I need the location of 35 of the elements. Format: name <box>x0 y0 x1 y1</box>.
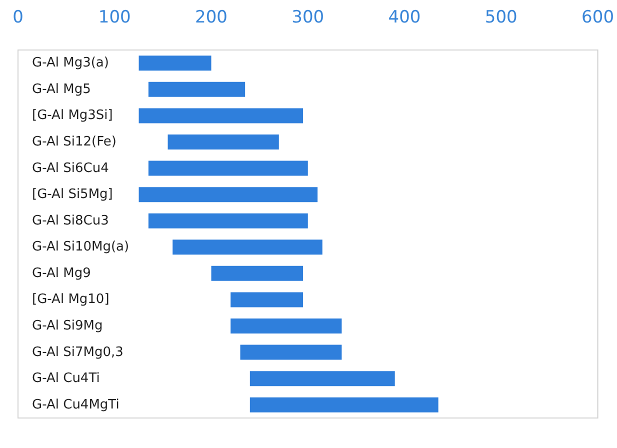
y-tick-label: [G-Al Mg3Si] <box>32 108 113 124</box>
x-tick-label: 500 <box>484 8 518 28</box>
y-tick-label: G-Al Mg3(a) <box>32 56 109 71</box>
bar <box>172 240 322 255</box>
bar <box>148 82 246 97</box>
bar <box>230 292 304 308</box>
y-tick-label: G-Al Si6Cu4 <box>32 160 109 176</box>
bar <box>211 266 304 281</box>
y-tick-label: G-Al Si7Mg0,3 <box>32 344 124 360</box>
bar <box>138 187 318 202</box>
x-tick-label: 300 <box>292 8 324 28</box>
y-tick-label: G-Al Si9Mg <box>32 318 103 334</box>
bar <box>250 397 438 412</box>
y-tick-label: [G-Al Mg10] <box>32 292 110 308</box>
y-tick-label: G-Al Cu4Ti <box>32 371 100 386</box>
x-tick-label: 0 <box>12 8 24 28</box>
y-tick-label: G-Al Si12(Fe) <box>32 134 116 150</box>
bar <box>138 56 212 71</box>
bar <box>148 213 308 228</box>
y-tick-label: G-Al Cu4MgTi <box>32 397 120 412</box>
x-tick-label: 200 <box>195 8 228 28</box>
bar <box>138 108 304 124</box>
bar <box>250 371 395 386</box>
y-tick-label: G-Al Si10Mg(a) <box>32 240 130 255</box>
bar <box>240 344 342 360</box>
bar <box>148 160 308 176</box>
y-tick-label: G-Al Si8Cu3 <box>32 213 109 228</box>
bar <box>230 318 342 334</box>
bar <box>168 134 279 150</box>
y-tick-label: G-Al Mg5 <box>32 82 91 97</box>
x-tick-label: 600 <box>582 8 614 28</box>
x-tick-label: 400 <box>388 8 421 28</box>
y-tick-label: [G-Al Si5Mg] <box>32 187 113 202</box>
x-tick-label: 100 <box>98 8 131 28</box>
y-tick-label: G-Al Mg9 <box>32 266 91 281</box>
